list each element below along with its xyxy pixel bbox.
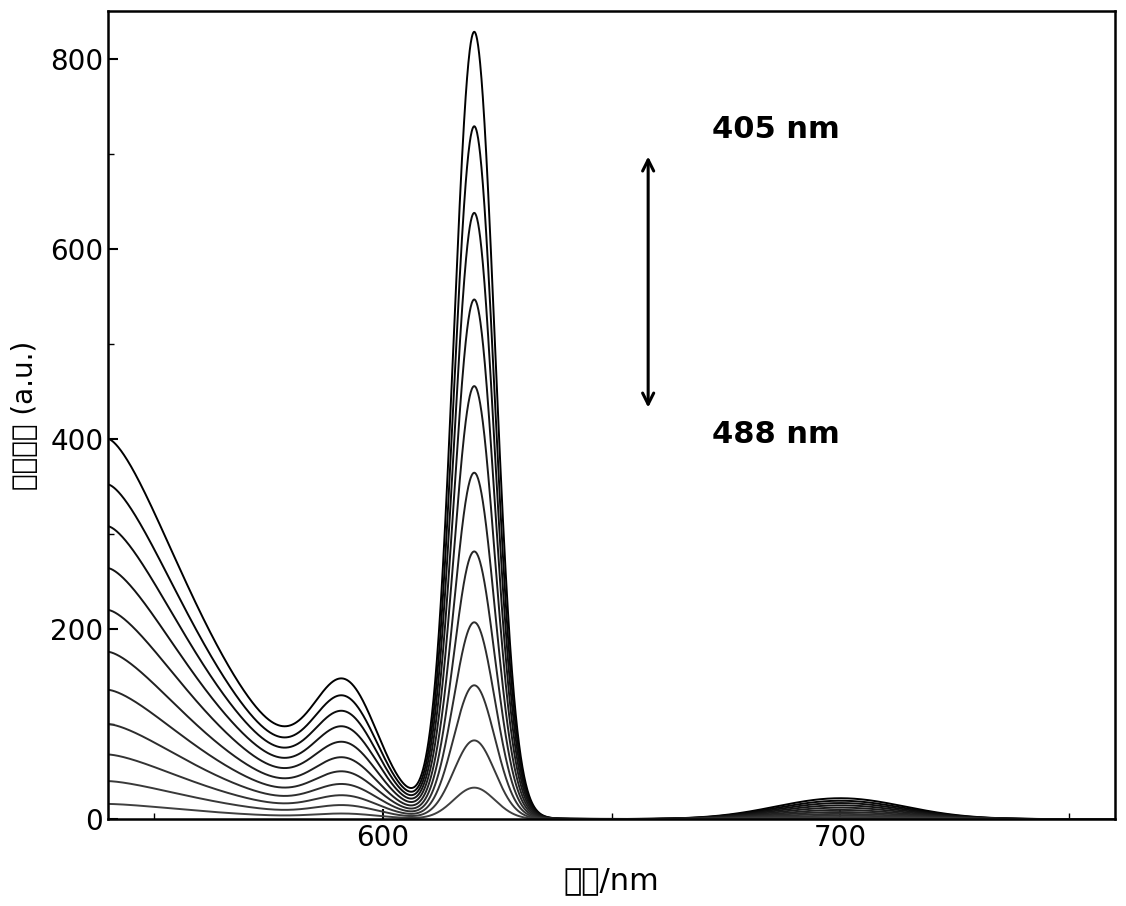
X-axis label: 波长/nm: 波长/nm xyxy=(564,866,660,895)
Y-axis label: 发射强度 (a.u.): 发射强度 (a.u.) xyxy=(11,341,39,490)
Text: 405 nm: 405 nm xyxy=(713,115,840,144)
Text: 488 nm: 488 nm xyxy=(713,419,840,448)
